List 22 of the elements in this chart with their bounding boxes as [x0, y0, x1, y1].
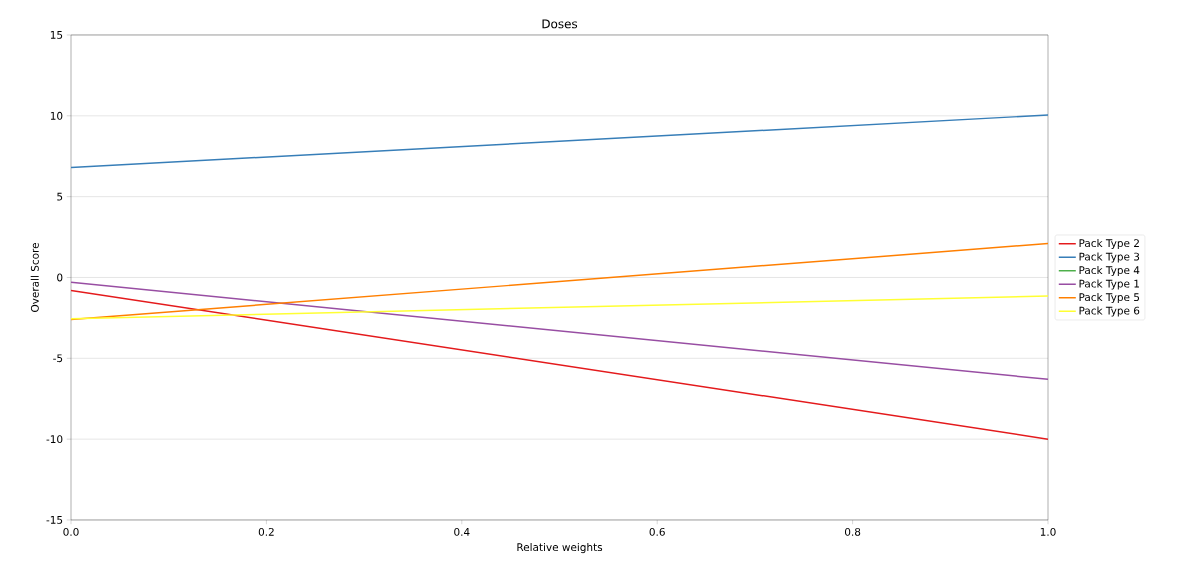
y-tick-label: 15: [50, 31, 63, 39]
x-tick-label: 0.6: [649, 527, 665, 536]
x-tick-label: 0.4: [454, 527, 470, 536]
legend-label: Pack Type 5: [1079, 292, 1140, 304]
y-tick-label: -10: [46, 435, 63, 444]
x-tick-label: 0.8: [844, 527, 861, 536]
y-tick-label: 10: [50, 111, 63, 120]
y-tick-label: 5: [57, 192, 63, 201]
y-tick-label: -15: [46, 516, 63, 524]
legend-label: Pack Type 4: [1079, 265, 1140, 277]
y-tick-label: -5: [53, 354, 63, 363]
legend-label: Pack Type 3: [1079, 252, 1140, 263]
legend-label: Pack Type 1: [1079, 279, 1139, 290]
legend-label: Pack Type 2: [1079, 238, 1139, 250]
x-tick-label: 0.2: [258, 527, 274, 536]
legend-label: Pack Type 6: [1079, 306, 1140, 317]
y-axis-title: Overall Score: [30, 243, 39, 312]
x-tick-label: 0.0: [63, 527, 79, 536]
chart-title: Doses: [542, 19, 578, 29]
y-tick-label: 0: [57, 273, 63, 282]
x-tick-label: 1.0: [1040, 527, 1056, 536]
x-axis-title: Relative weights: [517, 543, 603, 554]
